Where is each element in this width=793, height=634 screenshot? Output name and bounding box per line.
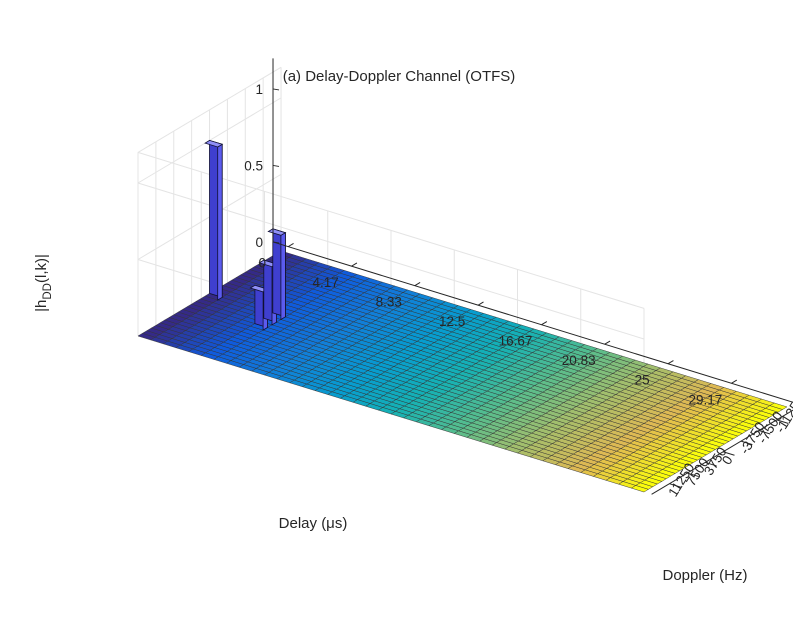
x-tick (731, 379, 738, 384)
x-axis-line (272, 241, 793, 403)
grid-line (137, 66, 282, 153)
x-tick (604, 340, 611, 345)
z-tick (272, 88, 280, 91)
y-tick (740, 440, 753, 446)
peak-bar-side (217, 143, 223, 301)
peak-bar-top (204, 139, 224, 148)
z-tick-label: 1 (255, 82, 263, 97)
chart-title: (a) Delay-Doppler Channel (OTFS) (283, 68, 516, 85)
peak-bars (204, 139, 287, 331)
x-tick (477, 301, 484, 306)
y-tick (687, 472, 699, 478)
x-axis-label: Delay (μs) (279, 515, 348, 532)
x-tick (541, 321, 548, 326)
z-tick-label: 0.5 (244, 158, 263, 173)
x-tick-label: 16.67 (499, 334, 533, 349)
x-tick-label: 20.83 (562, 353, 596, 368)
x-tick (351, 262, 358, 267)
x-tick (667, 360, 674, 365)
x-tick-label: 8.33 (376, 295, 402, 310)
x-tick-label: 12.5 (439, 314, 465, 329)
z-tick-label: 0 (255, 235, 263, 250)
y-tick (722, 451, 735, 456)
z-tick (272, 164, 280, 167)
y-tick (776, 419, 789, 424)
x-tick (287, 243, 294, 248)
bar-cell (769, 402, 788, 410)
y-tick (705, 461, 717, 467)
y-axis-label: Doppler (Hz) (662, 567, 747, 584)
x-tick-label: 29.17 (689, 392, 723, 407)
x-tick-label: 25 (635, 373, 650, 388)
z-tick (272, 241, 280, 244)
y-tick (669, 483, 682, 488)
x-tick-label: 0 (258, 256, 266, 271)
x-tick (414, 282, 421, 287)
bar-surface (137, 250, 788, 493)
x-tick-label: 4.17 (312, 275, 338, 290)
peak-bar (204, 139, 224, 301)
y-tick (758, 430, 771, 435)
